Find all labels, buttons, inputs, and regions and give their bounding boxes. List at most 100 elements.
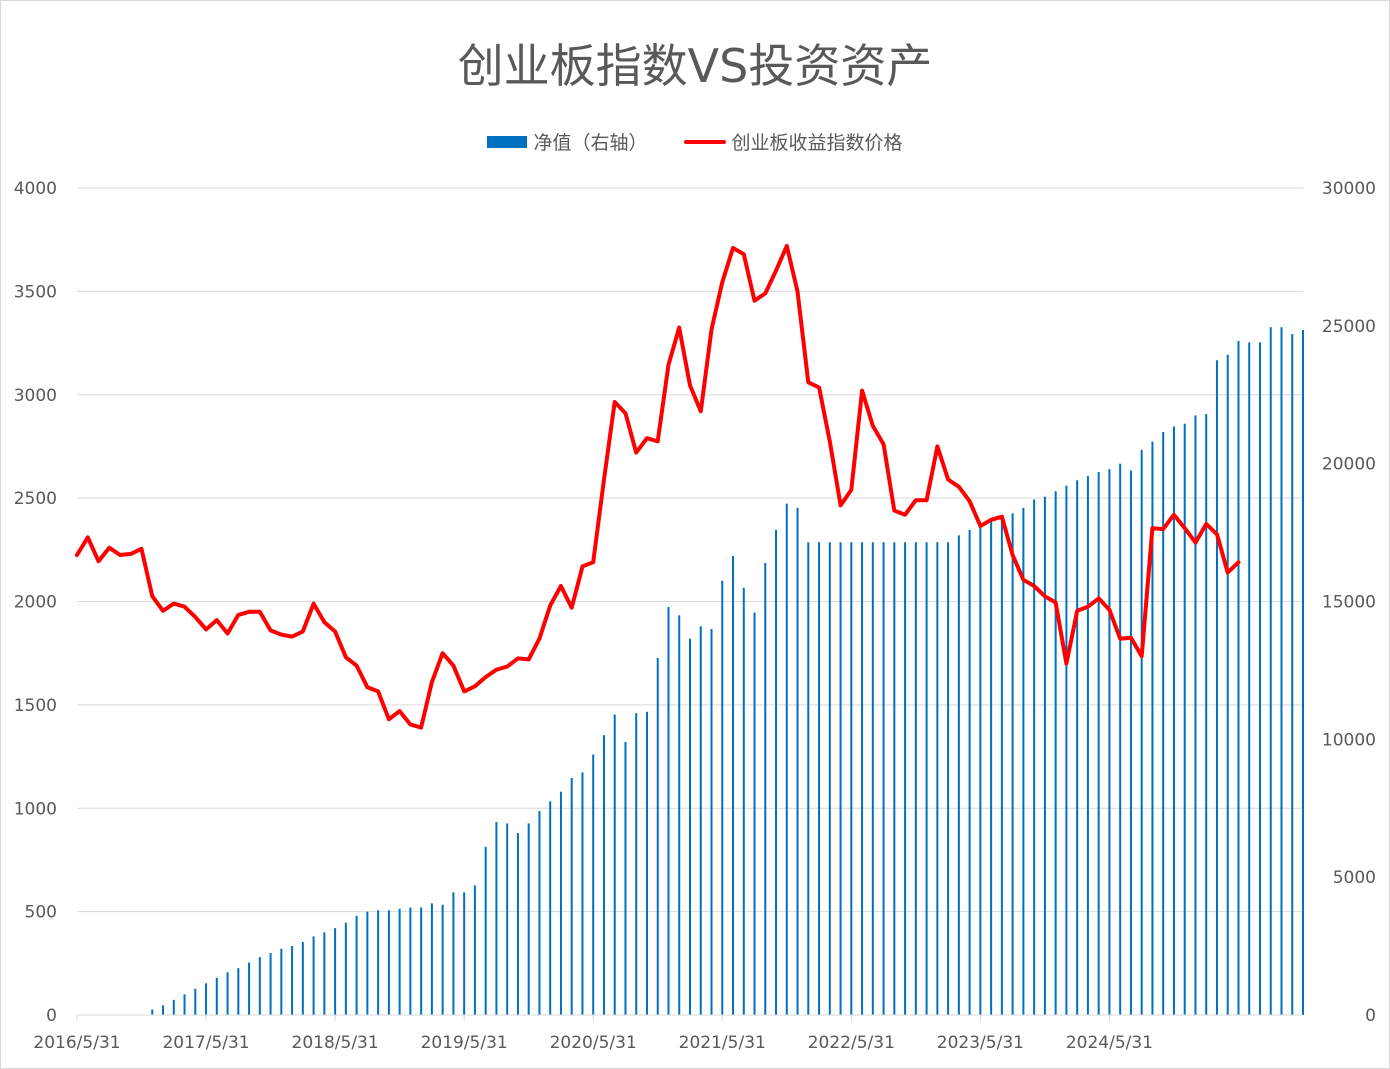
nav-bar bbox=[882, 542, 885, 1015]
nav-bar bbox=[484, 846, 487, 1015]
nav-bar bbox=[441, 904, 444, 1015]
nav-bar bbox=[387, 910, 390, 1015]
nav-bar bbox=[1172, 426, 1175, 1015]
nav-bar bbox=[807, 542, 810, 1015]
nav-bar bbox=[344, 922, 347, 1015]
nav-bar bbox=[602, 735, 605, 1015]
nav-bar bbox=[1226, 354, 1229, 1015]
nav-bar bbox=[1183, 423, 1186, 1015]
nav-bar bbox=[925, 542, 928, 1015]
y-right-tick-label: 30000 bbox=[1322, 179, 1376, 199]
nav-bar bbox=[624, 742, 627, 1015]
nav-bar bbox=[645, 711, 648, 1015]
nav-bar bbox=[301, 941, 304, 1015]
nav-bar bbox=[678, 615, 681, 1015]
nav-bar bbox=[495, 822, 498, 1015]
x-tick-label: 2022/5/31 bbox=[808, 1033, 895, 1053]
nav-bar bbox=[162, 1005, 165, 1015]
nav-bar bbox=[635, 713, 638, 1015]
nav-bar bbox=[839, 542, 842, 1015]
nav-bar bbox=[1065, 485, 1068, 1016]
nav-bar bbox=[248, 962, 251, 1015]
x-tick-label: 2024/5/31 bbox=[1066, 1033, 1153, 1053]
y-right-tick-label: 10000 bbox=[1322, 730, 1376, 750]
nav-bar bbox=[527, 823, 530, 1015]
nav-bar bbox=[581, 772, 584, 1015]
nav-bar bbox=[1129, 470, 1132, 1015]
y-left-tick-label: 2000 bbox=[14, 593, 57, 613]
nav-bar bbox=[828, 542, 831, 1015]
nav-bar bbox=[1162, 431, 1165, 1016]
nav-bar bbox=[1000, 518, 1003, 1015]
nav-bar bbox=[1248, 342, 1251, 1016]
nav-bar bbox=[420, 907, 423, 1015]
axes: 0 500 1000 1500 2000 2500 3000 3500 4000 0 5000 100… bbox=[14, 179, 1376, 1053]
legend-label-nav: 净值（右轴） bbox=[533, 132, 648, 154]
nav-bar bbox=[914, 542, 917, 1015]
nav-bar bbox=[409, 907, 412, 1015]
nav-bar bbox=[516, 833, 519, 1015]
nav-bar bbox=[226, 972, 229, 1015]
nav-bar bbox=[1033, 499, 1036, 1016]
nav-bar bbox=[1097, 471, 1100, 1016]
nav-bar bbox=[183, 994, 186, 1015]
nav-bar bbox=[172, 999, 175, 1015]
nav-bar bbox=[1215, 360, 1218, 1016]
y-left-tick-label: 0 bbox=[46, 1006, 57, 1026]
nav-bar bbox=[732, 556, 735, 1015]
nav-bar bbox=[280, 948, 283, 1015]
nav-bar bbox=[377, 910, 380, 1015]
y-right-tick-label: 0 bbox=[1365, 1006, 1376, 1026]
nav-bar bbox=[699, 626, 702, 1015]
nav-bar bbox=[1119, 463, 1122, 1016]
legend-line-swatch bbox=[683, 139, 726, 144]
bars-nav bbox=[151, 327, 1304, 1016]
nav-bar bbox=[538, 811, 541, 1015]
y-left-tick-label: 500 bbox=[25, 903, 57, 923]
y-left-tick-label: 4000 bbox=[14, 179, 57, 199]
nav-bar bbox=[785, 503, 788, 1015]
nav-bar bbox=[861, 542, 864, 1015]
nav-bar bbox=[947, 542, 950, 1015]
nav-bar bbox=[1054, 491, 1057, 1015]
nav-bar bbox=[323, 932, 326, 1015]
nav-bar bbox=[796, 507, 799, 1015]
nav-bar bbox=[1258, 342, 1261, 1016]
legend-label-index: 创业板收益指数价格 bbox=[731, 132, 903, 154]
x-tick-label: 2023/5/31 bbox=[937, 1033, 1024, 1053]
nav-bar bbox=[1076, 480, 1079, 1015]
y-left-tick-label: 2500 bbox=[14, 489, 57, 509]
y-right-tick-label: 5000 bbox=[1333, 868, 1376, 888]
x-tick-label: 2021/5/31 bbox=[679, 1033, 766, 1053]
nav-bar bbox=[334, 928, 337, 1015]
nav-bar bbox=[1011, 513, 1014, 1015]
nav-bar bbox=[1269, 327, 1272, 1015]
nav-bar bbox=[1237, 340, 1240, 1015]
y-left-tick-label: 1500 bbox=[14, 696, 57, 716]
nav-bar bbox=[1043, 496, 1046, 1015]
nav-bar bbox=[194, 988, 197, 1015]
nav-bar bbox=[1022, 507, 1025, 1015]
nav-bar bbox=[990, 521, 993, 1015]
x-tick-label: 2016/5/31 bbox=[33, 1033, 120, 1053]
nav-bar bbox=[506, 823, 509, 1015]
nav-bar bbox=[258, 957, 261, 1015]
x-tick-label: 2017/5/31 bbox=[162, 1033, 249, 1053]
nav-bar bbox=[1086, 476, 1089, 1015]
nav-bar bbox=[818, 542, 821, 1015]
nav-bar bbox=[549, 801, 552, 1015]
legend-item-index: 创业板收益指数价格 bbox=[683, 128, 903, 155]
chart-title: 创业板指数VS投资资产 bbox=[457, 39, 933, 93]
nav-bar bbox=[936, 542, 939, 1015]
line-index bbox=[75, 243, 1241, 730]
x-tick-label: 2018/5/31 bbox=[292, 1033, 379, 1053]
nav-bar bbox=[957, 535, 960, 1015]
nav-bar bbox=[710, 629, 713, 1015]
nav-bar bbox=[312, 936, 315, 1015]
nav-bar bbox=[1140, 449, 1143, 1016]
nav-bar bbox=[473, 885, 476, 1015]
nav-bar bbox=[1280, 327, 1283, 1015]
nav-bar bbox=[151, 1009, 154, 1015]
